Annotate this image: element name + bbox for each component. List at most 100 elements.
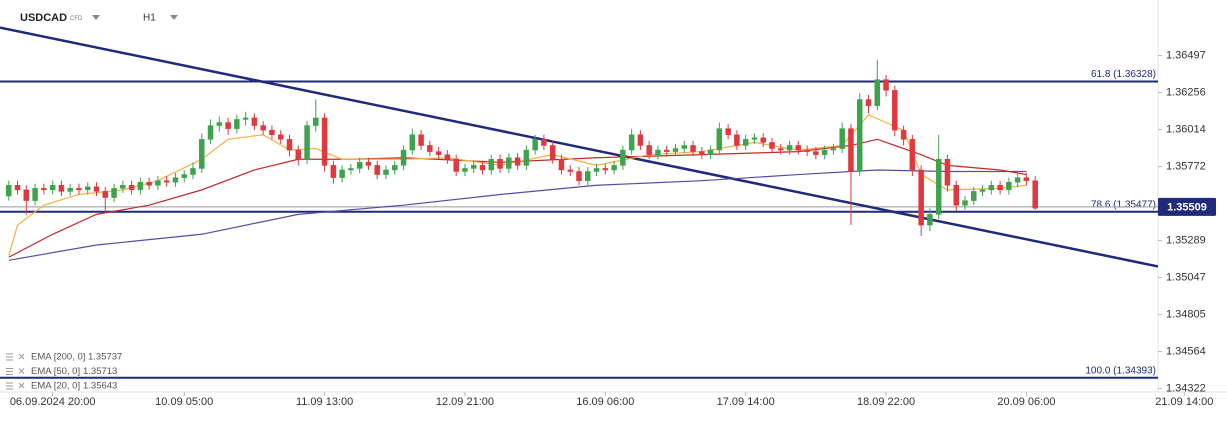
- timeframe-dropdown[interactable]: [170, 15, 178, 20]
- candle-body: [32, 188, 38, 201]
- candle-body: [655, 149, 661, 155]
- legend-menu-icon[interactable]: [6, 368, 13, 375]
- candle-body: [795, 145, 802, 151]
- candle-body: [1014, 177, 1021, 183]
- candle-body: [172, 177, 179, 183]
- candle-body: [383, 169, 389, 175]
- candle-body: [277, 134, 284, 140]
- candle-body: [181, 174, 187, 178]
- legend-remove-icon[interactable]: [18, 368, 25, 374]
- candle-body: [339, 169, 345, 178]
- x-tick-label: 20.09 06:00: [997, 396, 1055, 408]
- level-label: 61.8 (1.36328): [1091, 69, 1156, 80]
- candle-body: [786, 145, 793, 151]
- candle-body: [348, 168, 354, 171]
- plot: 61.8 (1.36328) 78.6 (1.35477) 100.0 (1.343…: [0, 26, 1159, 379]
- candle-body: [427, 145, 433, 152]
- x-tick-label: 10.09 05:00: [155, 396, 213, 408]
- candle-body: [751, 137, 758, 140]
- timeframe[interactable]: H1: [143, 13, 156, 24]
- candle-body: [514, 157, 521, 166]
- legend-name: EMA [200, 0]: [31, 352, 85, 363]
- candle-body: [260, 125, 266, 131]
- candle-body: [1006, 181, 1012, 191]
- candle-body: [813, 151, 819, 155]
- candle-body: [865, 99, 872, 106]
- legend-value: 1.35737: [88, 352, 122, 363]
- legend-menu-icon[interactable]: [6, 353, 13, 361]
- candle-body: [356, 162, 363, 169]
- candle-body: [23, 189, 30, 201]
- candle-body: [523, 149, 530, 166]
- legend-menu-icon[interactable]: [6, 382, 13, 390]
- candle-body: [927, 214, 933, 226]
- candle-body: [663, 149, 670, 152]
- candle-body: [435, 151, 442, 155]
- candle-body: [453, 159, 459, 172]
- candle-body: [760, 137, 766, 143]
- candle-body: [1032, 180, 1038, 209]
- y-tick-label: 1.36256: [1166, 86, 1206, 98]
- candle-body: [848, 128, 854, 172]
- candle-body: [49, 185, 56, 191]
- x-tick-label: 21.09 14:00: [1155, 396, 1213, 408]
- candle-body: [979, 189, 986, 192]
- candle-body: [567, 169, 573, 172]
- candle-body: [444, 154, 451, 160]
- candle-body: [120, 185, 126, 189]
- x-tick-label: 17.09 14:00: [717, 396, 775, 408]
- legend-remove-icon[interactable]: [18, 382, 25, 389]
- candle-body: [41, 188, 47, 191]
- y-tick-label: 1.34805: [1166, 309, 1206, 321]
- candle-body: [1023, 177, 1030, 181]
- candle-body: [199, 139, 205, 169]
- instrument-type: CFD: [70, 16, 83, 22]
- candle-body: [76, 188, 82, 191]
- candle-body: [611, 165, 617, 171]
- candle-body: [962, 200, 968, 206]
- candle-body: [137, 181, 144, 191]
- x-tick-label: 16.09 06:00: [576, 396, 634, 408]
- candle-body: [304, 125, 310, 160]
- y-tick-label: 1.34564: [1166, 345, 1206, 357]
- candle-body: [242, 117, 249, 120]
- legend-value: 1.35713: [83, 366, 117, 377]
- candle-body: [269, 129, 275, 135]
- level-label: 100.0 (1.34393): [1085, 365, 1156, 376]
- candle-body: [146, 181, 152, 186]
- legend: EMA [200, 0] 1.35737 EMA [50, 0] 1.35713EMA…: [6, 352, 122, 392]
- y-tick-label: 1.34322: [1166, 383, 1206, 395]
- candle-body: [225, 122, 231, 129]
- candle-body: [944, 159, 951, 186]
- candle-body: [155, 180, 161, 186]
- symbol[interactable]: USDCAD: [20, 12, 67, 24]
- candle-body: [716, 128, 723, 151]
- candle-body: [93, 186, 100, 192]
- legend-name: EMA [50, 0]: [31, 366, 80, 377]
- candle-body: [585, 171, 591, 181]
- candle-body: [462, 168, 468, 172]
- candle-body: [251, 117, 258, 126]
- candle-body: [6, 185, 12, 197]
- candle-body: [14, 185, 21, 191]
- candle-body: [646, 145, 652, 155]
- candle-body: [216, 122, 223, 126]
- candle-body: [84, 186, 91, 191]
- candle-body: [506, 157, 512, 169]
- y-tick-label: 1.35772: [1166, 161, 1206, 173]
- candle-body: [620, 149, 626, 166]
- candle-body: [418, 134, 424, 146]
- candle-body: [988, 185, 995, 191]
- legend-remove-icon[interactable]: [18, 353, 25, 360]
- candle-body: [672, 148, 679, 152]
- candle-body: [365, 162, 372, 166]
- candle-body: [742, 139, 749, 146]
- symbol-dropdown[interactable]: [92, 15, 100, 20]
- candle-body: [541, 139, 547, 146]
- y-tick-label: 1.36014: [1166, 123, 1206, 135]
- last-price-label: 1.35509: [1167, 201, 1207, 213]
- candle-body: [997, 185, 1003, 191]
- candle-body: [725, 128, 731, 135]
- candle-body: [488, 159, 495, 171]
